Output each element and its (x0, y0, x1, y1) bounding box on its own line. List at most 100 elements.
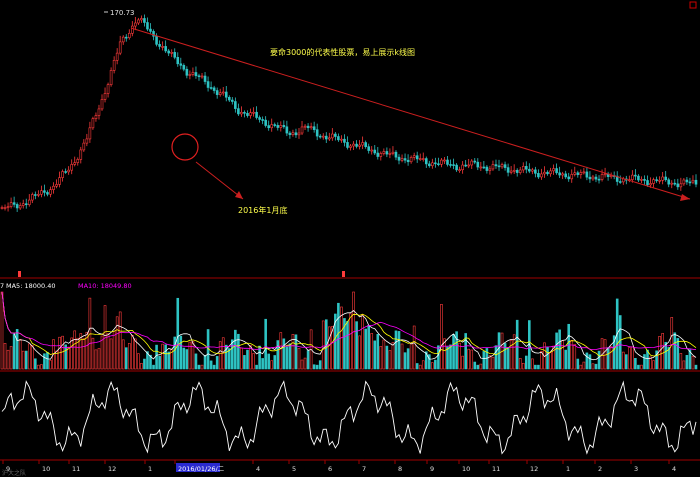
candle-body (679, 183, 683, 188)
candle-body (355, 143, 358, 147)
volume-bar (676, 338, 680, 370)
candle-body (240, 112, 243, 115)
volume-bar (137, 353, 140, 370)
volume-bar (467, 348, 471, 370)
volume-bar (431, 362, 434, 370)
candle-body (173, 52, 177, 58)
volume-bar (258, 345, 261, 370)
bottom-arrow-line (195, 161, 244, 200)
volume-bar (631, 346, 634, 370)
candle-body (658, 179, 661, 182)
chart-note-text: 要命3000的代表性股票，易上展示k线图 (270, 47, 415, 57)
volume-bar (691, 356, 695, 370)
volume-bar (337, 302, 340, 370)
candle-body (215, 90, 219, 95)
volume-bar (64, 344, 67, 370)
candle-body (106, 84, 110, 94)
candle-body (376, 152, 380, 157)
volume-bar (458, 342, 461, 370)
candle-body (506, 167, 510, 173)
candle-body (600, 174, 604, 180)
footer-left-text: 沪大之队 (2, 469, 26, 477)
candle-body (512, 169, 516, 172)
candle-body (282, 125, 286, 128)
volume-bar (237, 333, 240, 370)
volume-bar (679, 353, 683, 370)
volume-bar (373, 340, 377, 370)
candle-body (337, 136, 340, 141)
candle-body (515, 169, 519, 173)
volume-bar (418, 364, 422, 370)
volume-bar (249, 345, 252, 370)
candle-body (482, 166, 486, 169)
candle-body (197, 75, 201, 78)
candle-body (588, 176, 592, 180)
event-marker-1 (18, 271, 21, 277)
candle-body (249, 112, 252, 116)
candle-body (573, 172, 577, 175)
volume-bar (73, 330, 77, 370)
candle-body (243, 112, 246, 114)
volume-bar (318, 360, 322, 370)
candle-body (185, 68, 189, 76)
volume-bar (91, 337, 95, 370)
candle-body (24, 203, 28, 206)
volume-bar (473, 361, 477, 370)
volume-bar (124, 347, 128, 370)
volume-bar (485, 348, 489, 370)
volume-bar (382, 339, 386, 370)
volume-bar (185, 349, 189, 370)
candle-body (585, 171, 589, 178)
time-axis-label: 3 (634, 465, 638, 473)
candle-body (170, 52, 174, 54)
candle-body (285, 126, 289, 134)
candle-body (570, 174, 574, 180)
candle-body (670, 182, 674, 185)
volume-bar (561, 340, 564, 370)
candle-body (349, 145, 352, 148)
volume-bar (209, 360, 213, 370)
volume-bar (518, 358, 522, 370)
volume-bar (67, 346, 70, 370)
candle-body (115, 52, 119, 61)
candle-body (582, 171, 586, 174)
candle-body (491, 164, 495, 170)
volume-bar (421, 360, 425, 370)
price-candles (0, 14, 698, 212)
volume-legend-prefix: 7 (0, 282, 4, 290)
candle-body (315, 129, 319, 137)
volume-bar (82, 338, 86, 370)
volume-bar (379, 346, 383, 370)
volume-bar (12, 333, 16, 370)
volume-bar (452, 334, 455, 370)
candle-body (55, 184, 58, 187)
volume-bar (567, 323, 571, 370)
candle-body (79, 149, 83, 160)
candle-body (673, 182, 677, 185)
volume-bar (434, 359, 437, 370)
candle-body (188, 74, 192, 76)
candle-body (379, 153, 383, 157)
time-axis-label: 1 (566, 465, 570, 473)
candle-body (82, 142, 86, 151)
candle-body (167, 50, 170, 54)
candle-body (152, 31, 155, 37)
candle-body (364, 142, 367, 147)
volume-bar (203, 354, 207, 370)
volume-bar (106, 333, 110, 370)
candle-body (676, 183, 680, 188)
volume-bar (182, 347, 186, 370)
volume-bar (155, 344, 158, 370)
volume-bar (49, 360, 52, 370)
candle-body (164, 46, 167, 52)
candle-body (37, 193, 40, 196)
volume-bar (346, 321, 349, 370)
time-axis-label: 2 (598, 465, 602, 473)
candle-body (391, 151, 395, 154)
volume-bar (537, 364, 540, 370)
volume-bar (143, 358, 146, 370)
volume-bar (424, 351, 428, 370)
volume-ma-lines (1, 291, 697, 361)
candle-body (64, 171, 67, 173)
volume-bar (494, 345, 498, 370)
